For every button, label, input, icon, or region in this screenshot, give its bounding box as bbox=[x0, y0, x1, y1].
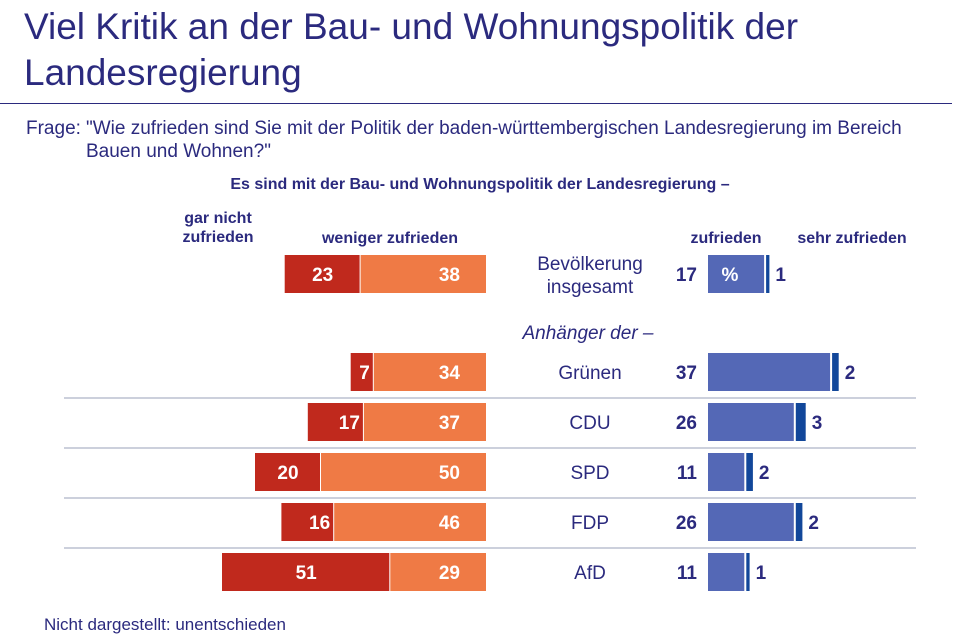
label-sehr-zufrieden-4: 2 bbox=[808, 513, 819, 534]
bar-zufrieden-0 bbox=[708, 255, 765, 293]
bar-sehr-zufrieden-3 bbox=[746, 453, 753, 491]
category-label-0-0: Bevölkerung bbox=[537, 254, 643, 275]
footnote: Nicht dargestellt: unentschieden bbox=[44, 615, 286, 634]
bar-sehr-zufrieden-5 bbox=[746, 553, 750, 591]
bar-zufrieden-2 bbox=[708, 403, 794, 441]
label-weniger-zufrieden-4: 46 bbox=[439, 513, 460, 534]
header-gar-nicht-zufrieden: gar nicht zufrieden bbox=[168, 209, 268, 247]
label-gar-nicht-zufrieden-5: 51 bbox=[296, 563, 318, 584]
label-sehr-zufrieden-0: 1 bbox=[775, 265, 786, 286]
label-gar-nicht-zufrieden-4: 16 bbox=[309, 513, 330, 534]
chart-title: Viel Kritik an der Bau- und Wohnungspoli… bbox=[24, 6, 799, 93]
category-label-1-0: Grünen bbox=[558, 363, 621, 384]
label-sehr-zufrieden-2: 3 bbox=[812, 413, 823, 434]
chart-subtitle: Es sind mit der Bau- und Wohnungspolitik… bbox=[230, 176, 730, 193]
bar-gar-nicht-zufrieden-5 bbox=[222, 553, 390, 591]
bar-sehr-zufrieden-1 bbox=[832, 353, 839, 391]
label-weniger-zufrieden-3: 50 bbox=[439, 463, 460, 484]
bar-zufrieden-1 bbox=[708, 353, 831, 391]
header-sehr-zufrieden: sehr zufrieden bbox=[797, 230, 907, 247]
label-zufrieden-2: 26 bbox=[676, 413, 697, 434]
question-prefix: Frage: bbox=[26, 118, 81, 139]
label-weniger-zufrieden-0: 38 bbox=[439, 265, 460, 286]
bar-gar-nicht-zufrieden-2 bbox=[307, 403, 363, 441]
header-weniger-zufrieden: weniger zufrieden bbox=[321, 230, 459, 247]
label-weniger-zufrieden-1: 34 bbox=[439, 363, 461, 384]
label-sehr-zufrieden-3: 2 bbox=[759, 463, 770, 484]
bar-sehr-zufrieden-0 bbox=[766, 255, 770, 293]
label-gar-nicht-zufrieden-0: 23 bbox=[312, 265, 333, 286]
label-zufrieden-1: 37 bbox=[676, 363, 697, 384]
bar-gar-nicht-zufrieden-4 bbox=[281, 503, 334, 541]
bar-weniger-zufrieden-2 bbox=[363, 403, 486, 441]
category-label-2-0: CDU bbox=[569, 413, 610, 434]
label-sehr-zufrieden-5: 1 bbox=[756, 563, 767, 584]
label-sehr-zufrieden-1: 2 bbox=[845, 363, 856, 384]
category-label-5-0: AfD bbox=[574, 563, 606, 584]
label-zufrieden-5: 11 bbox=[677, 563, 698, 584]
percent-unit-marker: % bbox=[722, 265, 739, 286]
bar-weniger-zufrieden-1 bbox=[373, 353, 486, 391]
label-gar-nicht-zufrieden-2: 17 bbox=[339, 413, 360, 434]
bar-sehr-zufrieden-4 bbox=[795, 503, 803, 541]
header-zufrieden: zufrieden bbox=[690, 230, 762, 247]
bar-gar-nicht-zufrieden-1 bbox=[350, 353, 373, 391]
label-weniger-zufrieden-2: 37 bbox=[439, 413, 460, 434]
bar-sehr-zufrieden-2 bbox=[795, 403, 806, 441]
category-label-3-0: SPD bbox=[570, 463, 609, 484]
header-gar-nicht-line1: gar nicht bbox=[184, 210, 252, 227]
category-label-0-1: insgesamt bbox=[547, 277, 634, 298]
bar-weniger-zufrieden-0 bbox=[360, 255, 486, 293]
label-zufrieden-0: 17 bbox=[676, 265, 697, 286]
label-weniger-zufrieden-5: 29 bbox=[439, 563, 460, 584]
question-text: "Wie zufrieden sind Sie mit der Politik … bbox=[86, 118, 902, 162]
header-gar-nicht-line2: zufrieden bbox=[182, 229, 254, 246]
label-zufrieden-3: 11 bbox=[677, 463, 698, 484]
title-divider bbox=[0, 103, 952, 104]
bar-weniger-zufrieden-3 bbox=[321, 453, 486, 491]
label-gar-nicht-zufrieden-3: 20 bbox=[277, 463, 298, 484]
label-gar-nicht-zufrieden-1: 7 bbox=[359, 363, 370, 384]
bar-gar-nicht-zufrieden-0 bbox=[284, 255, 360, 293]
bar-weniger-zufrieden-5 bbox=[390, 553, 486, 591]
question-block: Frage: "Wie zufrieden sind Sie mit der P… bbox=[26, 117, 926, 162]
bar-gar-nicht-zufrieden-3 bbox=[255, 453, 320, 491]
label-zufrieden-4: 26 bbox=[676, 513, 697, 534]
group-label-anhaenger: Anhänger der – bbox=[522, 323, 654, 344]
category-label-4-0: FDP bbox=[571, 513, 609, 534]
bar-zufrieden-5 bbox=[708, 553, 745, 591]
bar-zufrieden-3 bbox=[708, 453, 745, 491]
bar-zufrieden-4 bbox=[708, 503, 794, 541]
bar-weniger-zufrieden-4 bbox=[334, 503, 486, 541]
